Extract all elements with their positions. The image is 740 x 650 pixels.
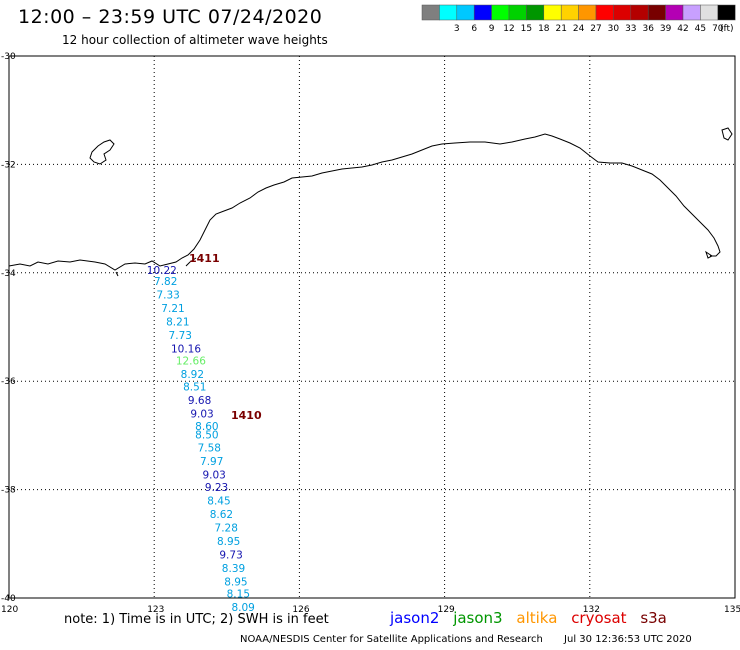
wave-height-observations: 10.227.827.337.218.217.7310.1612.668.928… — [147, 265, 255, 614]
legend-tick-label: 12 — [503, 24, 514, 34]
legend-unit: (ft) — [720, 24, 734, 34]
satellite-cryosat: cryosat — [571, 609, 627, 627]
wave-height-label: 7.58 — [198, 442, 221, 454]
legend-tick-label: 21 — [555, 24, 566, 34]
lat-label: -40 — [1, 594, 16, 604]
legend-tick-label: 24 — [573, 24, 585, 34]
pass-label-1410: 1410 — [231, 409, 262, 422]
footnote: note: 1) Time is in UTC; 2) SWH is in fe… — [64, 612, 329, 627]
lon-label: 123 — [147, 605, 164, 615]
wave-height-label: 10.22 — [147, 265, 177, 277]
lat-label: -34 — [1, 269, 16, 279]
lon-label: 135 — [724, 605, 740, 615]
generation-timestamp: Jul 30 12:36:53 UTC 2020 — [564, 634, 692, 645]
color-legend: 3 6 9 12 15 18 21 24 27 30 33 36 39 42 45 70(ft) — [421, 4, 736, 34]
wave-height-label: 7.21 — [161, 303, 184, 315]
lat-label: -36 — [1, 377, 16, 387]
island-outline-east — [705, 250, 713, 259]
wave-height-label: 8.62 — [210, 509, 233, 521]
credit-line: NOAA/NESDIS Center for Satellite Applica… — [240, 634, 692, 645]
island-outline-small — [721, 127, 733, 141]
island-outline — [89, 139, 115, 165]
lon-label: 126 — [292, 605, 309, 615]
wave-height-label: 8.15 — [227, 589, 250, 601]
legend-tick-label: 36 — [642, 24, 654, 34]
lat-lon-grid — [9, 56, 735, 598]
longitude-labels: 120 123 126 129 132 135 — [1, 605, 740, 615]
wave-height-label: 7.28 — [215, 523, 238, 535]
lat-label: -30 — [1, 52, 16, 62]
legend-tick-label: 15 — [521, 24, 532, 34]
wave-height-label: 8.95 — [217, 536, 240, 548]
lat-label: -32 — [1, 160, 16, 170]
wave-height-label: 8.45 — [207, 495, 230, 507]
pass-label-1411: 1411 — [189, 252, 220, 265]
legend-swatch — [717, 4, 736, 21]
satellite-altika: altika — [516, 609, 558, 627]
wave-height-label: 8.50 — [195, 429, 218, 441]
wave-height-label: 8.21 — [166, 317, 189, 329]
satellite-s3a: s3a — [640, 609, 667, 627]
wave-height-label: 9.03 — [202, 469, 225, 481]
legend-tick-label: 30 — [608, 24, 620, 34]
legend-tick-label: 27 — [590, 24, 601, 34]
wave-height-label: 7.82 — [154, 276, 177, 288]
legend-tick-label: 45 — [695, 24, 706, 34]
legend-tick-label: 70 — [712, 24, 724, 34]
satellite-legend: jason2 jason3 altika cryosat s3a — [390, 609, 676, 627]
coastline — [8, 133, 721, 271]
map-frame — [8, 55, 736, 599]
wave-height-label: 9.03 — [190, 409, 213, 421]
wave-height-label: 9.73 — [219, 550, 242, 562]
wave-height-label: 7.97 — [200, 456, 223, 468]
wave-height-label: 7.33 — [156, 289, 179, 301]
satellite-jason3: jason3 — [453, 609, 503, 627]
map-subtitle: 12 hour collection of altimeter wave hei… — [62, 33, 328, 47]
credit-text: NOAA/NESDIS Center for Satellite Applica… — [240, 634, 543, 645]
lon-label: 120 — [1, 605, 18, 615]
coastline-gulf — [115, 257, 197, 277]
lon-label: 132 — [583, 605, 600, 615]
wave-height-label: 9.23 — [205, 482, 228, 494]
wave-height-label: 8.51 — [183, 382, 206, 394]
lat-label: -38 — [1, 486, 16, 496]
legend-tick-label: 9 — [489, 24, 495, 34]
wave-height-label: 9.68 — [188, 395, 211, 407]
legend-tick-label: 42 — [677, 24, 688, 34]
wave-height-label: 8.95 — [224, 577, 247, 589]
legend-tick-label: 6 — [471, 24, 477, 34]
lon-label: 129 — [438, 605, 455, 615]
wave-height-label: 8.92 — [181, 369, 204, 381]
wave-height-label: 7.73 — [169, 330, 192, 342]
wave-height-label: 12.66 — [176, 356, 206, 368]
map-title: 12:00 – 23:59 UTC 07/24/2020 — [18, 6, 323, 28]
wave-height-label: 10.16 — [171, 344, 201, 356]
latitude-labels: -30 -32 -34 -36 -38 -40 — [1, 52, 16, 604]
legend-tick-label: 33 — [625, 24, 636, 34]
satellite-jason2: jason2 — [390, 609, 440, 627]
wave-height-label: 8.60 — [195, 421, 218, 433]
legend-tick-label: 18 — [538, 24, 550, 34]
wave-height-label: 8.09 — [231, 602, 254, 614]
legend-tick-label: 3 — [454, 24, 460, 34]
legend-tick-label: 39 — [660, 24, 672, 34]
wave-height-label: 8.39 — [222, 563, 245, 575]
